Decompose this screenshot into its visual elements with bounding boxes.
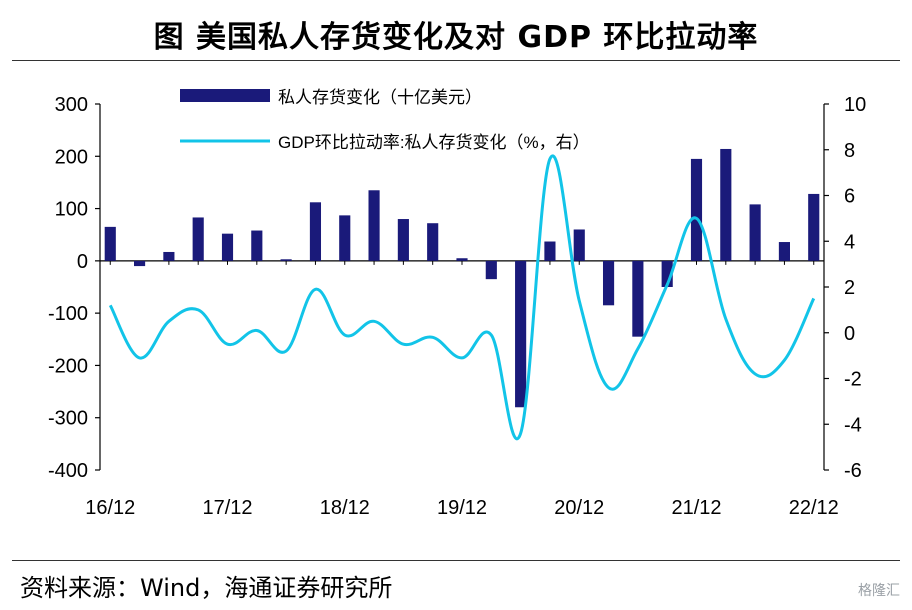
gdp-contribution-line (108, 154, 816, 440)
bar (573, 229, 585, 261)
left-axis-tick-label: 0 (77, 251, 88, 273)
legend-bar-swatch (180, 89, 270, 102)
right-axis-tick-label: 0 (844, 323, 855, 345)
right-axis-tick-label: 2 (844, 277, 855, 299)
x-axis-tick-label: 20/12 (554, 497, 604, 519)
bar (720, 148, 732, 261)
bar (251, 230, 263, 261)
left-axis-tick-label: 300 (55, 94, 88, 116)
left-axis-tick-label: -300 (48, 408, 88, 430)
watermark: 格隆汇 (858, 583, 900, 599)
bar (397, 219, 409, 261)
right-axis-tick-label: 8 (844, 140, 855, 162)
right-axis-tick-label: -6 (844, 460, 862, 482)
x-axis-tick-label: 16/12 (85, 497, 135, 519)
bar (515, 260, 527, 408)
title-rule (12, 60, 900, 61)
bar (456, 258, 468, 261)
right-axis-tick-label: 4 (844, 231, 855, 253)
x-axis-tick-label: 18/12 (320, 497, 370, 519)
source-rule (12, 560, 900, 561)
x-axis-tick-label: 21/12 (671, 497, 721, 519)
bar (280, 259, 292, 261)
bar (661, 260, 673, 287)
bar (427, 223, 439, 261)
bar (309, 202, 322, 261)
bar (192, 217, 204, 261)
left-axis-tick-label: -200 (48, 355, 88, 377)
right-axis-tick-label: 10 (844, 94, 866, 116)
bar (690, 158, 703, 261)
bar (485, 260, 497, 280)
left-axis-tick-label: -400 (48, 460, 88, 482)
legend-line-label: GDP环比拉动率:私人存货变化（%，右） (278, 133, 590, 152)
left-axis-tick-label: -100 (48, 303, 88, 325)
bar (808, 193, 820, 261)
chart: 300 200 100 0 -100 -200 -300 -400 10 8 6 4 2 0 -2 -4 -6 1… (48, 88, 866, 519)
right-axis-tick-label: 6 (844, 186, 855, 208)
bar (104, 226, 116, 261)
chart-title: 图 美国私人存货变化及对 GDP 环比拉动率 (153, 20, 759, 55)
bar (749, 204, 761, 261)
bar (339, 215, 351, 261)
left-axis-tick-label: 100 (55, 199, 88, 221)
x-axis-tick-label: 19/12 (437, 497, 487, 519)
x-axis-tick-label: 22/12 (789, 497, 839, 519)
x-axis-tick-label: 17/12 (202, 497, 252, 519)
bar (134, 260, 146, 267)
left-axis-tick-label: 200 (55, 146, 88, 168)
legend-bar-label: 私人存货变化（十亿美元） (278, 88, 482, 107)
bar (544, 241, 556, 261)
bar (778, 242, 790, 261)
right-axis-tick-label: -2 (844, 369, 862, 391)
bar (632, 260, 644, 337)
bar (163, 251, 175, 261)
source-note: 资料来源：Wind，海通证券研究所 (20, 574, 393, 602)
right-axis-tick-label: -4 (844, 414, 862, 436)
bar (368, 190, 380, 261)
bar (221, 233, 234, 261)
bar (602, 260, 615, 306)
